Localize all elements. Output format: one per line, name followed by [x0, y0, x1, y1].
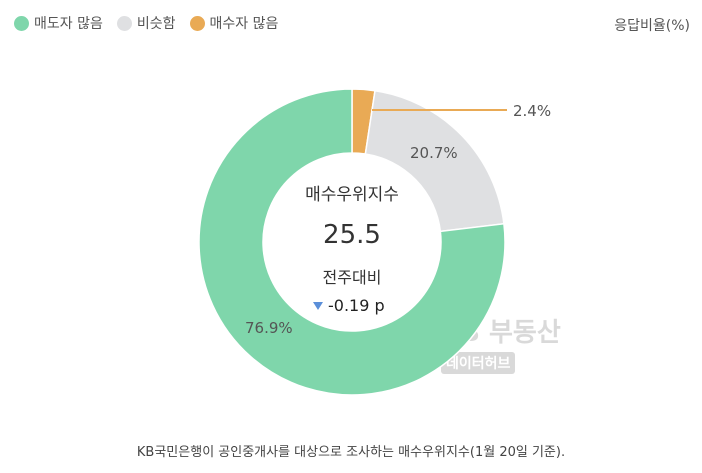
- legend-label: 매수자 많음: [209, 16, 279, 32]
- center-title: 매수우위지수: [305, 185, 399, 205]
- legend-label: 비슷함: [136, 16, 176, 32]
- legend-item-sellers[interactable]: 매도자 많음: [14, 13, 103, 33]
- slice-label-sellers: 76.9%: [245, 319, 293, 337]
- change-value: -0.19 p: [328, 296, 385, 315]
- watermark-logo-sub: 데이터허브: [441, 352, 516, 374]
- legend-swatch: [116, 15, 132, 31]
- legend: 매도자 많음 비슷함 매수자 많음: [14, 13, 292, 33]
- slice-label-similar: 20.7%: [410, 144, 458, 162]
- legend-item-buyers[interactable]: 매수자 많음: [189, 13, 279, 33]
- center-value: 25.5: [323, 220, 381, 250]
- legend-swatch: [189, 15, 205, 31]
- change-label: 전주대비: [323, 268, 382, 287]
- donut-slice-2[interactable]: [198, 88, 506, 396]
- legend-label: 매도자 많음: [34, 16, 103, 32]
- caption: KB국민은행이 공인중개사를 대상으로 조사하는 매수우위지수(1월 20일 기…: [136, 445, 566, 460]
- down-triangle-icon: [313, 302, 323, 310]
- legend-swatch: [14, 15, 29, 31]
- legend-item-similar[interactable]: 비슷함: [116, 13, 176, 33]
- unit-label: 응답비율(%): [614, 18, 690, 34]
- slice-label-buyers: 2.4%: [513, 102, 551, 120]
